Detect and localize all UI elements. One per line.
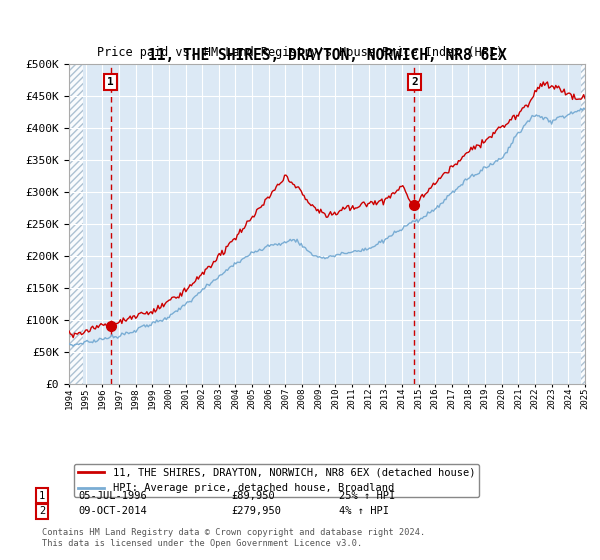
Legend: 11, THE SHIRES, DRAYTON, NORWICH, NR8 6EX (detached house), HPI: Average price, : 11, THE SHIRES, DRAYTON, NORWICH, NR8 6E… <box>74 464 479 497</box>
Text: £89,950: £89,950 <box>231 491 275 501</box>
Text: 1: 1 <box>107 77 114 87</box>
Bar <box>581 64 585 384</box>
Bar <box>69 64 83 384</box>
Text: 05-JUL-1996: 05-JUL-1996 <box>78 491 147 501</box>
Text: 2: 2 <box>39 506 45 516</box>
Text: 09-OCT-2014: 09-OCT-2014 <box>78 506 147 516</box>
Text: Price paid vs. HM Land Registry's House Price Index (HPI): Price paid vs. HM Land Registry's House … <box>97 46 503 59</box>
Text: 25% ↑ HPI: 25% ↑ HPI <box>339 491 395 501</box>
Text: Contains HM Land Registry data © Crown copyright and database right 2024.
This d: Contains HM Land Registry data © Crown c… <box>42 528 425 548</box>
Text: 2: 2 <box>411 77 418 87</box>
Title: 11, THE SHIRES, DRAYTON, NORWICH, NR8 6EX: 11, THE SHIRES, DRAYTON, NORWICH, NR8 6E… <box>148 48 506 63</box>
Text: 1: 1 <box>39 491 45 501</box>
Text: £279,950: £279,950 <box>231 506 281 516</box>
Text: 4% ↑ HPI: 4% ↑ HPI <box>339 506 389 516</box>
